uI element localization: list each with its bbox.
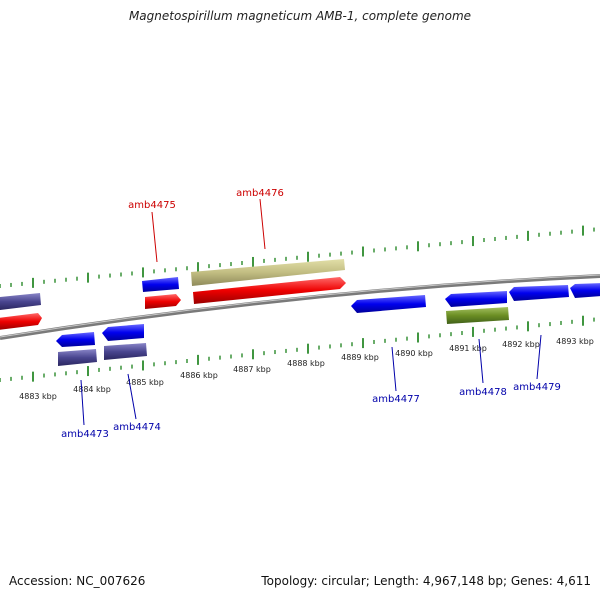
gene-label-amb4473[interactable]: amb4473 xyxy=(61,429,109,440)
gene-feature-olive[interactable] xyxy=(446,307,509,324)
scale-label: 4890 kbp xyxy=(395,349,433,358)
gene-feature-blue[interactable] xyxy=(351,295,426,313)
gene-feature-blue[interactable] xyxy=(142,277,179,292)
gene-feature-blue[interactable] xyxy=(570,283,600,298)
scale-label: 4891 kbp xyxy=(449,344,487,353)
gene-feature-blue[interactable] xyxy=(102,324,144,341)
scale-label: 4888 kbp xyxy=(287,359,325,368)
gene-feature-red[interactable] xyxy=(0,313,42,330)
scale-label: 4886 kbp xyxy=(180,371,218,380)
gene-label-amb4475[interactable]: amb4475 xyxy=(128,200,176,211)
gene-label-amb4477[interactable]: amb4477 xyxy=(372,394,420,405)
scale-label: 4883 kbp xyxy=(19,392,57,401)
label-line-amb4476 xyxy=(259,198,266,250)
gene-feature-red[interactable] xyxy=(145,294,181,309)
genome-backbone-highlight xyxy=(0,274,600,338)
label-line-amb4479 xyxy=(536,334,542,380)
scale-label: 4884 kbp xyxy=(73,385,111,394)
gene-label-amb4476[interactable]: amb4476 xyxy=(236,188,284,199)
label-lines xyxy=(80,198,542,426)
gene-feature-blue[interactable] xyxy=(445,291,507,307)
scale-label: 4893 kbp xyxy=(556,337,594,346)
genome-backbone xyxy=(0,274,600,340)
gene-feature-red[interactable] xyxy=(193,277,346,304)
scale-labels: 4883 kbp 4884 kbp 4885 kbp 4886 kbp 4887 kbp… xyxy=(19,337,594,401)
label-line-amb4474 xyxy=(127,373,137,420)
label-line-amb4473 xyxy=(80,379,85,426)
gene-label-amb4478[interactable]: amb4478 xyxy=(459,387,507,398)
scale-label: 4887 kbp xyxy=(233,365,271,374)
scale-label: 4892 kbp xyxy=(502,340,540,349)
accession-text: Accession: NC_007626 xyxy=(9,574,146,588)
gene-feature-purple[interactable] xyxy=(0,293,41,310)
gene-feature-purple[interactable] xyxy=(104,343,147,360)
label-line-amb4475 xyxy=(151,211,158,263)
scale-ticks xyxy=(0,225,595,382)
gene-label-amb4479[interactable]: amb4479 xyxy=(513,382,561,393)
label-line-amb4477 xyxy=(391,346,397,392)
scale-label: 4889 kbp xyxy=(341,353,379,362)
topology-text: Topology: circular; Length: 4,967,148 bp… xyxy=(261,574,591,588)
gene-feature-blue[interactable] xyxy=(509,285,569,301)
gene-features xyxy=(0,259,600,366)
gene-feature-purple[interactable] xyxy=(58,349,97,366)
gene-feature-khaki[interactable] xyxy=(191,259,345,286)
scale-label: 4885 kbp xyxy=(126,378,164,387)
label-line-amb4478 xyxy=(478,338,484,384)
gene-feature-blue[interactable] xyxy=(56,332,95,347)
gene-label-amb4474[interactable]: amb4474 xyxy=(113,422,161,433)
map-title: Magnetospirillum magneticum AMB-1, compl… xyxy=(128,9,472,23)
